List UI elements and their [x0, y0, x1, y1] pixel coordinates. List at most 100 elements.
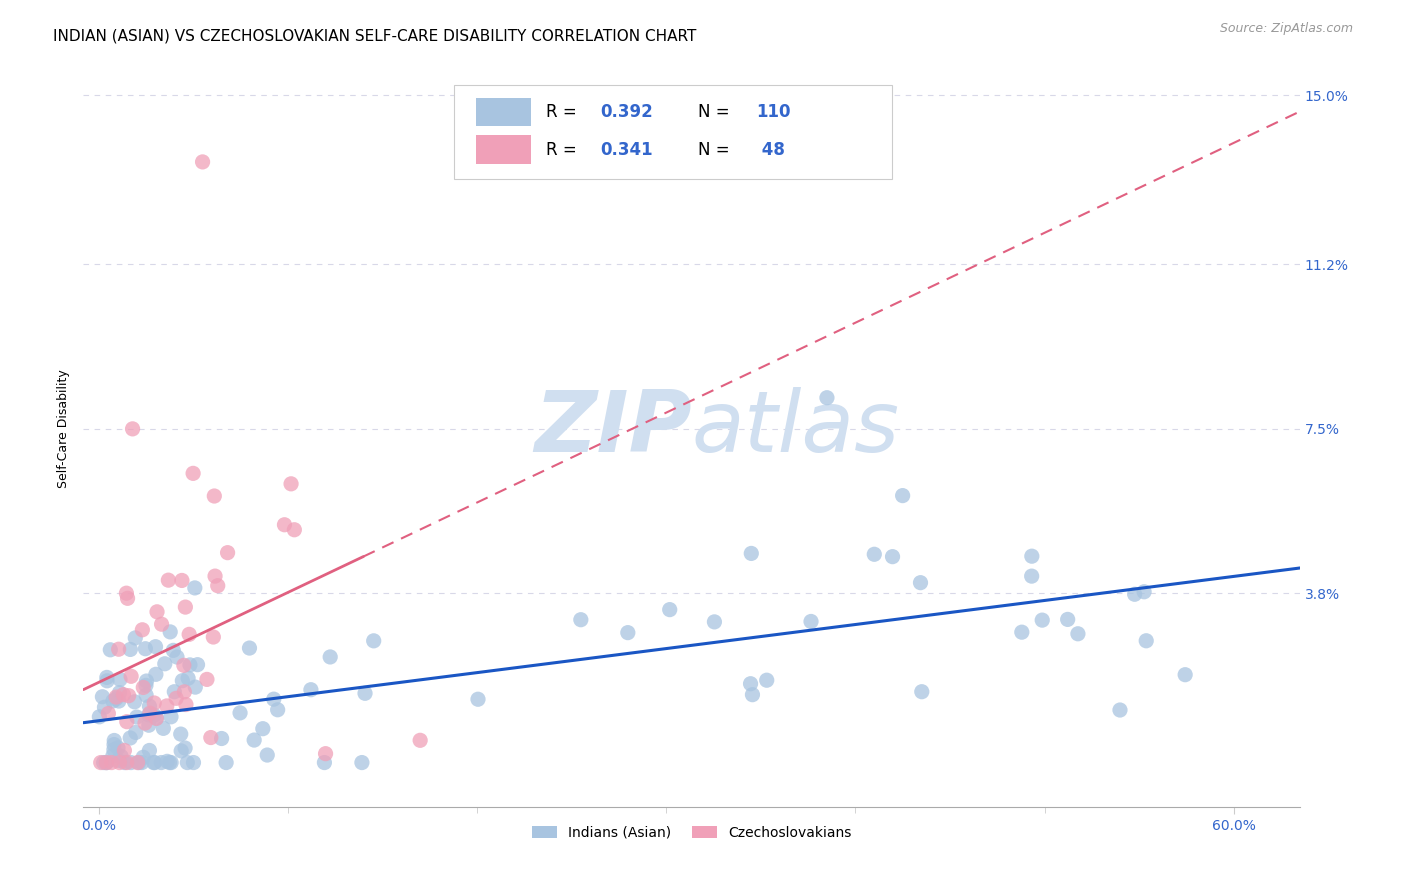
Point	[1067, 627, 1090, 641]
Point	[409, 733, 432, 747]
Point	[103, 738, 125, 752]
Point	[363, 633, 385, 648]
Point	[202, 630, 225, 644]
Point	[256, 747, 278, 762]
Point	[186, 657, 208, 672]
Point	[211, 731, 233, 746]
Point	[135, 678, 157, 692]
Point	[1109, 703, 1132, 717]
Point	[118, 689, 141, 703]
Point	[134, 716, 156, 731]
Point	[96, 756, 118, 770]
Point	[156, 755, 179, 769]
Point	[266, 703, 288, 717]
Text: atlas: atlas	[692, 387, 900, 470]
Point	[107, 642, 129, 657]
Point	[157, 573, 180, 587]
Point	[319, 649, 342, 664]
Point	[160, 756, 183, 770]
Point	[101, 694, 124, 708]
Point	[863, 547, 886, 561]
Text: ZIP: ZIP	[534, 387, 692, 470]
Point	[138, 718, 160, 732]
Text: 0.392: 0.392	[600, 103, 654, 121]
Point	[314, 756, 336, 770]
Point	[124, 631, 146, 645]
Point	[134, 641, 156, 656]
Point	[89, 710, 111, 724]
Point	[120, 756, 142, 770]
Point	[138, 699, 160, 714]
Point	[658, 602, 681, 616]
Point	[138, 707, 160, 722]
Point	[243, 733, 266, 747]
Point	[145, 667, 167, 681]
Point	[138, 743, 160, 757]
Point	[100, 756, 122, 770]
Point	[107, 740, 129, 755]
Point	[145, 711, 167, 725]
Text: Source: ZipAtlas.com: Source: ZipAtlas.com	[1219, 22, 1353, 36]
Point	[150, 756, 173, 770]
Legend: Indians (Asian), Czechoslovakians: Indians (Asian), Czechoslovakians	[526, 821, 858, 846]
Point	[103, 733, 125, 747]
Point	[163, 684, 186, 698]
Point	[283, 523, 305, 537]
Point	[741, 688, 763, 702]
Point	[156, 698, 179, 713]
Point	[184, 581, 207, 595]
Point	[96, 756, 118, 770]
Text: R =: R =	[546, 103, 582, 121]
Point	[238, 641, 260, 656]
Point	[177, 671, 200, 685]
Text: R =: R =	[546, 141, 582, 159]
Point	[755, 673, 778, 688]
Point	[1174, 667, 1197, 681]
Point	[815, 391, 838, 405]
Point	[202, 489, 225, 503]
Point	[195, 673, 218, 687]
Point	[131, 756, 153, 770]
Point	[299, 682, 322, 697]
Point	[135, 674, 157, 689]
Point	[1133, 584, 1156, 599]
Point	[162, 643, 184, 657]
Point	[179, 627, 201, 641]
Point	[184, 680, 207, 694]
Point	[229, 706, 252, 720]
Point	[215, 756, 238, 770]
Point	[1021, 569, 1043, 583]
Point	[176, 756, 198, 770]
Point	[263, 692, 285, 706]
Point	[117, 591, 139, 606]
Point	[350, 756, 373, 770]
Point	[143, 708, 166, 723]
Point	[152, 722, 174, 736]
Point	[740, 677, 762, 691]
Point	[153, 657, 176, 671]
Text: INDIAN (ASIAN) VS CZECHOSLOVAKIAN SELF-CARE DISABILITY CORRELATION CHART: INDIAN (ASIAN) VS CZECHOSLOVAKIAN SELF-C…	[53, 29, 697, 44]
Point	[173, 685, 195, 699]
Point	[159, 624, 181, 639]
Point	[1056, 612, 1078, 626]
Point	[891, 489, 914, 503]
Point	[108, 685, 131, 699]
Point	[135, 688, 157, 702]
Point	[124, 695, 146, 709]
Point	[108, 756, 131, 770]
Point	[882, 549, 904, 564]
Point	[354, 686, 377, 700]
Y-axis label: Self-Care Disability: Self-Care Disability	[58, 369, 70, 488]
Point	[252, 722, 274, 736]
Point	[910, 575, 932, 590]
Point	[1021, 549, 1043, 564]
Point	[115, 756, 138, 770]
Point	[146, 605, 169, 619]
Point	[315, 747, 337, 761]
Point	[139, 706, 162, 721]
Point	[273, 517, 295, 532]
Point	[120, 642, 142, 657]
Point	[170, 574, 193, 588]
Point	[191, 155, 214, 169]
Point	[105, 690, 128, 704]
